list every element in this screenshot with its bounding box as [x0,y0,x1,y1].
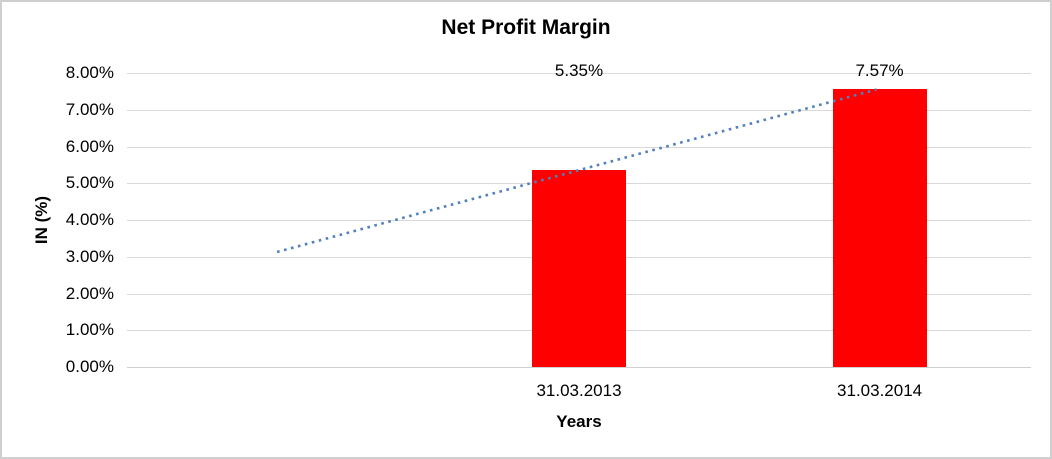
trendline [276,88,877,254]
y-tick-label: 0.00% [65,357,114,376]
y-tick-label: 5.00% [65,173,114,193]
data-label: 5.35% [554,61,604,80]
gridline [127,109,1031,111]
x-axis-title: Years [556,412,602,431]
y-tick-label: 8.00% [65,63,114,82]
data-label: 7.57% [855,61,904,80]
bar-31.03.2014 [832,88,927,367]
y-tick-label: 6.00% [65,136,114,156]
gridline [127,146,1031,148]
chart-title: Net Profit Margin [441,16,611,39]
y-tick-label: 1.00% [65,320,114,340]
gridline [127,73,1031,74]
x-axis-line [127,367,1031,368]
y-tick-label: 7.00% [65,99,114,119]
x-tick-label: 31.03.2013 [536,381,622,400]
y-tick-label: 3.00% [65,246,114,266]
bar-31.03.2013 [532,170,626,367]
y-tick-label: 2.00% [65,283,114,303]
y-tick-label: 4.00% [65,210,114,229]
x-tick-label: 31.03.2014 [837,381,923,400]
